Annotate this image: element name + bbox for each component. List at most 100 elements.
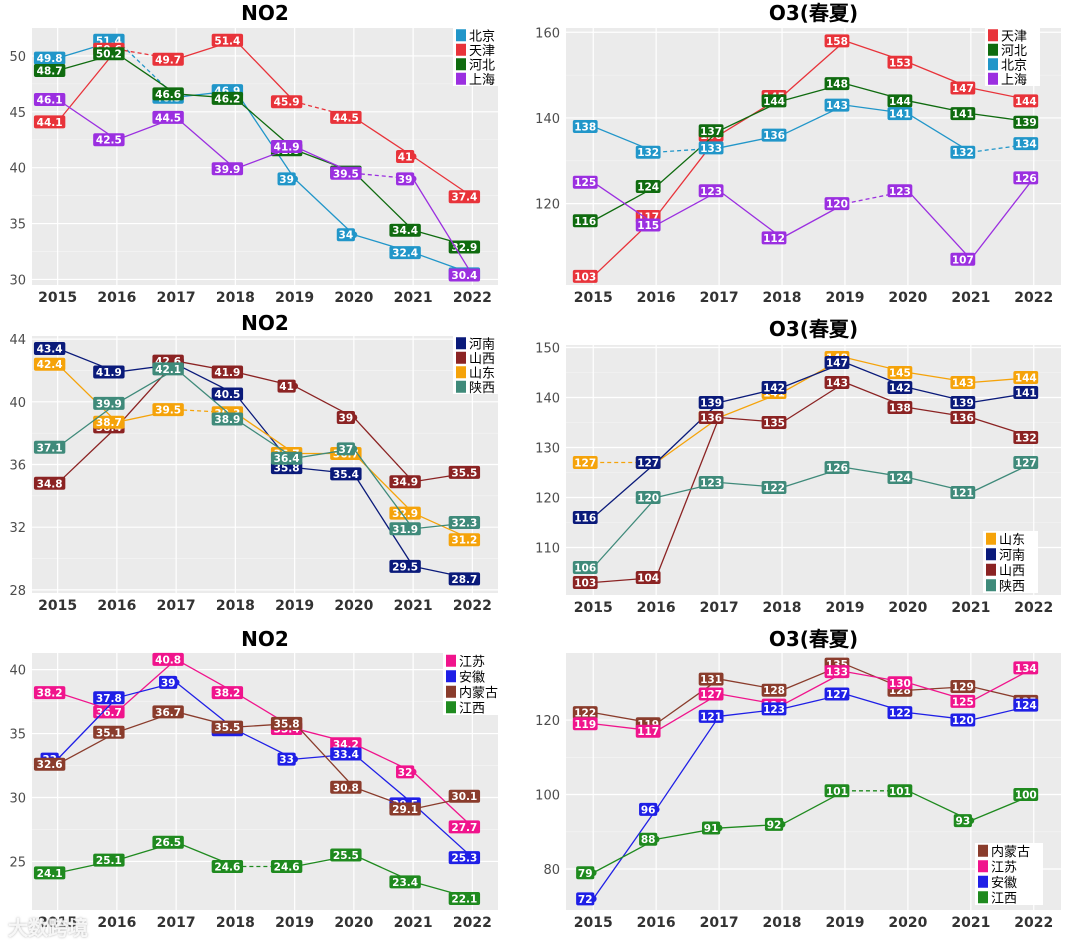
x-tick-label: 2022 xyxy=(453,598,492,614)
chart-title: NO2 xyxy=(241,1,289,25)
legend-key xyxy=(988,58,998,71)
data-label-box xyxy=(152,52,184,66)
series-line-segment xyxy=(412,803,473,859)
data-label: 103 xyxy=(572,269,598,283)
y-tick-label: 110 xyxy=(535,542,560,557)
data-label: 37.8 xyxy=(93,691,125,705)
data-label-text: 91 xyxy=(704,823,719,835)
x-tick-label: 2019 xyxy=(825,600,864,616)
data-label-text: 39 xyxy=(339,412,354,424)
data-label-box xyxy=(887,55,913,69)
legend-key xyxy=(978,844,988,857)
data-label-box xyxy=(159,675,178,689)
data-label-box xyxy=(950,396,976,409)
data-label-box xyxy=(33,93,66,107)
data-label-text: 30.4 xyxy=(451,270,477,282)
data-label-text: 26.5 xyxy=(155,837,181,849)
chart-panel-6: 80 100 120 2015 2016 2017 2018 2019 2020 2021 2022… xyxy=(535,627,1061,931)
data-label: 116 xyxy=(572,214,598,228)
series-line-segment xyxy=(655,417,720,578)
data-label-box xyxy=(572,511,598,524)
data-label-text: 50.2 xyxy=(96,49,122,61)
data-label-box xyxy=(761,94,787,108)
legend-key xyxy=(446,654,456,667)
data-label-box xyxy=(635,145,661,159)
data-label: 123 xyxy=(887,184,913,198)
data-label: 135 xyxy=(761,416,787,430)
data-label: 139 xyxy=(1013,115,1039,129)
x-tick-label: 2022 xyxy=(453,290,492,306)
data-label: 35.5 xyxy=(448,465,481,479)
data-label-box xyxy=(152,110,184,124)
data-label-text: 39 xyxy=(398,174,413,186)
data-label-text: 142 xyxy=(763,383,785,395)
series-line-segment xyxy=(655,678,720,725)
y-tick-label: 130 xyxy=(535,442,560,457)
data-label-text: 93 xyxy=(956,816,971,828)
data-label-box xyxy=(761,128,787,142)
x-tick-label: 2021 xyxy=(951,915,990,931)
data-label-text: 122 xyxy=(763,483,785,495)
x-tick-label: 2017 xyxy=(157,915,196,931)
series-line-segment xyxy=(781,381,846,424)
series-北京: 138 132 133 136 143 141 132 134 xyxy=(572,98,1039,159)
data-label-text: 121 xyxy=(700,711,722,723)
y-tick-label: 120 xyxy=(535,714,560,729)
y-tick-label: 30 xyxy=(9,273,26,288)
series-line-segment xyxy=(175,368,236,420)
data-label: 46.1 xyxy=(33,93,66,107)
legend-label: 内蒙古 xyxy=(991,844,1030,860)
data-label-text: 130 xyxy=(889,678,911,690)
series-line-segment xyxy=(592,462,657,518)
data-label-text: 131 xyxy=(700,674,722,686)
data-label-box xyxy=(448,465,481,479)
data-label-text: 41 xyxy=(279,381,294,393)
data-label: 29.5 xyxy=(389,559,421,573)
x-tick-label: 2018 xyxy=(763,915,802,931)
data-label-box xyxy=(448,789,481,803)
legend-label: 山东 xyxy=(469,366,495,381)
data-label-box xyxy=(336,228,355,242)
y-tick-label: 32 xyxy=(9,521,26,536)
watermark: 大数跨境 xyxy=(8,916,88,940)
data-label-box xyxy=(211,162,244,176)
data-label-box xyxy=(330,737,362,751)
data-label: 41.9 xyxy=(93,365,125,379)
series-line-segment xyxy=(655,715,720,810)
data-label: 129 xyxy=(950,680,976,694)
data-label: 119 xyxy=(572,717,598,731)
series-line-segment xyxy=(234,90,296,180)
data-label: 137 xyxy=(698,124,724,138)
data-label-box xyxy=(396,765,415,779)
data-label-box xyxy=(576,866,595,880)
data-label: 120 xyxy=(950,713,976,727)
data-label-box xyxy=(950,81,976,95)
data-label: 24.6 xyxy=(270,860,303,874)
data-label-box xyxy=(152,87,184,101)
y-tick-label: 44 xyxy=(9,333,26,348)
data-label-text: 104 xyxy=(637,573,659,585)
data-label: 127 xyxy=(824,687,850,701)
x-tick-label: 2016 xyxy=(97,598,136,614)
legend-label: 天津 xyxy=(1001,29,1027,44)
data-label: 39.9 xyxy=(93,396,125,410)
data-label: 142 xyxy=(761,381,787,395)
data-label-box xyxy=(635,491,661,504)
data-label: 34.8 xyxy=(33,476,66,490)
data-label-box xyxy=(701,821,721,835)
data-label-box xyxy=(93,853,125,867)
data-label-text: 124 xyxy=(889,473,911,485)
data-label-box xyxy=(33,866,66,880)
series-山西: 103 104 136 135 143 138 136 132 xyxy=(572,376,1039,590)
series-line-segment xyxy=(235,418,295,459)
data-label: 126 xyxy=(824,461,850,475)
data-label-box xyxy=(33,440,66,454)
data-label-box xyxy=(572,214,598,228)
data-label: 25.1 xyxy=(93,853,125,867)
data-label: 122 xyxy=(572,706,598,720)
x-tick-label: 2020 xyxy=(888,290,927,306)
y-tick-label: 35 xyxy=(9,728,26,743)
data-label: 39 xyxy=(277,172,296,186)
